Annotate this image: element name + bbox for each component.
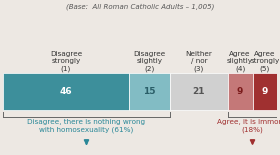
Bar xyxy=(129,73,170,111)
Text: Neither
/ nor
(3): Neither / nor (3) xyxy=(186,51,213,71)
Text: (Base:  All Roman Catholic Adults – 1,005): (Base: All Roman Catholic Adults – 1,005… xyxy=(66,3,214,10)
Bar xyxy=(228,73,253,111)
Text: 9: 9 xyxy=(262,87,268,96)
Text: Disagree, there is nothing wrong
with homosexuality (61%): Disagree, there is nothing wrong with ho… xyxy=(27,120,146,133)
Text: Disagree
strongly
(1): Disagree strongly (1) xyxy=(50,51,82,71)
Text: Agree, it is immoral
(18%): Agree, it is immoral (18%) xyxy=(217,120,280,133)
Text: Agree
strongly
(5): Agree strongly (5) xyxy=(250,51,279,71)
Text: Agree
slightly
(4): Agree slightly (4) xyxy=(227,51,253,71)
Bar xyxy=(170,73,228,111)
Text: 21: 21 xyxy=(193,87,205,96)
Text: Disagree
slightly
(2): Disagree slightly (2) xyxy=(134,51,166,71)
Text: 9: 9 xyxy=(237,87,243,96)
Bar xyxy=(253,73,277,111)
Bar xyxy=(3,73,129,111)
Text: 46: 46 xyxy=(60,87,72,96)
Text: 15: 15 xyxy=(143,87,156,96)
